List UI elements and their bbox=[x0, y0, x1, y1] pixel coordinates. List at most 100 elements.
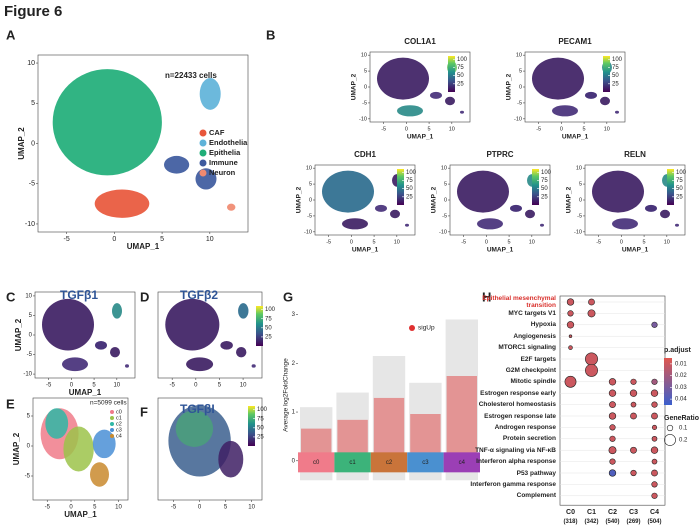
cluster-count: (342) bbox=[584, 519, 598, 525]
colorbar-tick-label: 100 bbox=[457, 57, 468, 63]
legend-swatch bbox=[110, 434, 114, 438]
legend-swatch bbox=[110, 416, 114, 420]
gene-title: CDH1 bbox=[354, 150, 376, 159]
y-tick-label: 10 bbox=[25, 293, 32, 299]
x-axis-label: UMAP_1 bbox=[352, 247, 379, 254]
cell-cluster bbox=[585, 91, 597, 99]
cell-cluster bbox=[525, 209, 535, 219]
term-label: Estrogen response late bbox=[484, 412, 556, 420]
x-tick-label: 10 bbox=[449, 126, 455, 132]
legend-label: c1 bbox=[116, 415, 122, 421]
y-tick-label: 0 bbox=[519, 84, 522, 90]
x-tick-label: 0 bbox=[112, 236, 116, 243]
cell-cluster bbox=[42, 298, 94, 351]
x-tick-label: -5 bbox=[381, 126, 386, 132]
gene-title: PECAM1 bbox=[558, 37, 592, 46]
cell-cluster bbox=[460, 110, 464, 114]
x-tick-label: -5 bbox=[461, 239, 466, 245]
legend-swatch bbox=[199, 129, 207, 137]
colorbar-tick-label: 0.02 bbox=[675, 373, 687, 379]
colorbar bbox=[667, 169, 674, 205]
cell-cluster bbox=[600, 96, 610, 106]
cluster-box bbox=[407, 452, 444, 473]
cell-cluster bbox=[94, 189, 150, 218]
y-tick-label: -5 bbox=[29, 181, 35, 188]
x-tick-label: 10 bbox=[604, 126, 610, 132]
term-label: Complement bbox=[516, 492, 556, 500]
cell-cluster bbox=[236, 347, 247, 358]
gene-title: PTPRC bbox=[486, 150, 513, 159]
enrichment-dot bbox=[609, 458, 616, 465]
legend-swatch bbox=[110, 410, 114, 414]
y-tick-label: 10 bbox=[27, 60, 35, 67]
y-tick-label: -5 bbox=[442, 213, 447, 219]
legend-title: p.adjust bbox=[664, 347, 692, 354]
cluster-count: (540) bbox=[605, 519, 619, 525]
y-tick-label: -5 bbox=[362, 100, 367, 106]
y-axis-label: UMAP_2 bbox=[566, 186, 573, 213]
x-tick-label: 10 bbox=[664, 239, 670, 245]
term-label: P53 pathway bbox=[516, 469, 556, 477]
x-tick-label: 10 bbox=[248, 505, 255, 511]
enrichment-dot bbox=[650, 446, 659, 454]
legend-title: GeneRatio bbox=[664, 415, 699, 422]
x-tick-label: -5 bbox=[64, 236, 70, 243]
x-tick-label: -5 bbox=[170, 383, 176, 389]
cell-cluster bbox=[251, 364, 256, 368]
enrichment-dot bbox=[651, 469, 658, 477]
panel-label: F bbox=[140, 404, 148, 419]
colorbar bbox=[532, 169, 539, 205]
enrichment-dot bbox=[609, 435, 616, 442]
y-tick-label: 5 bbox=[31, 100, 35, 107]
cell-cluster bbox=[397, 105, 423, 117]
enrichment-dot bbox=[588, 298, 595, 306]
colorbar-tick-label: 100 bbox=[612, 57, 623, 63]
cell-cluster bbox=[430, 91, 442, 99]
x-tick-label: 5 bbox=[583, 126, 586, 132]
size-legend-label: 0.1 bbox=[679, 426, 688, 432]
colorbar-tick-label: 75 bbox=[676, 178, 683, 184]
cell-cluster bbox=[227, 203, 236, 211]
enrichment-dot bbox=[585, 363, 598, 377]
legend-label: c2 bbox=[116, 421, 122, 427]
x-tick-label: -5 bbox=[536, 126, 541, 132]
enrichment-dot bbox=[629, 389, 638, 397]
term-label: G2M checkpoint bbox=[505, 366, 556, 374]
colorbar-tick-label: 75 bbox=[257, 416, 264, 422]
significant-points bbox=[373, 397, 405, 461]
x-tick-label: C1 bbox=[587, 509, 596, 516]
x-tick-label: -5 bbox=[326, 239, 331, 245]
legend-swatch bbox=[199, 159, 207, 167]
cell-cluster bbox=[540, 223, 544, 227]
significant-points bbox=[446, 376, 477, 461]
y-axis-label: UMAP_2 bbox=[351, 73, 358, 100]
enrichment-dot bbox=[568, 334, 573, 338]
colorbar-tick-label: 25 bbox=[406, 194, 413, 200]
legend-swatch bbox=[110, 428, 114, 432]
enrichment-dot bbox=[585, 352, 598, 366]
x-axis-label: UMAP_1 bbox=[127, 242, 160, 251]
colorbar-tick-label: 50 bbox=[676, 186, 683, 192]
cell-cluster bbox=[199, 78, 221, 110]
enrichment-dot bbox=[651, 424, 658, 430]
y-tick-label: 10 bbox=[516, 53, 522, 59]
y-tick-label: 3 bbox=[292, 312, 296, 318]
y-tick-label: -5 bbox=[27, 352, 33, 358]
colorbar bbox=[448, 56, 455, 92]
cell-cluster bbox=[322, 170, 374, 213]
colorbar-tick-label: 50 bbox=[265, 325, 272, 331]
panel-title: TGFβ2 bbox=[180, 288, 218, 302]
cluster-label: c0 bbox=[313, 460, 320, 466]
legend-label: Immune bbox=[209, 158, 238, 167]
y-tick-label: 2 bbox=[292, 361, 296, 367]
legend-label: Epithelia bbox=[209, 148, 241, 157]
cluster-box bbox=[370, 452, 408, 473]
y-axis-label: UMAP_2 bbox=[14, 318, 23, 351]
legend-label: c3 bbox=[116, 427, 122, 433]
y-tick-label: 5 bbox=[29, 313, 33, 319]
term-label: Epithelial mesenchymal transition bbox=[482, 295, 556, 309]
term-label: Interferon alpha response bbox=[476, 458, 556, 466]
colorbar-tick-label: 25 bbox=[457, 81, 464, 87]
